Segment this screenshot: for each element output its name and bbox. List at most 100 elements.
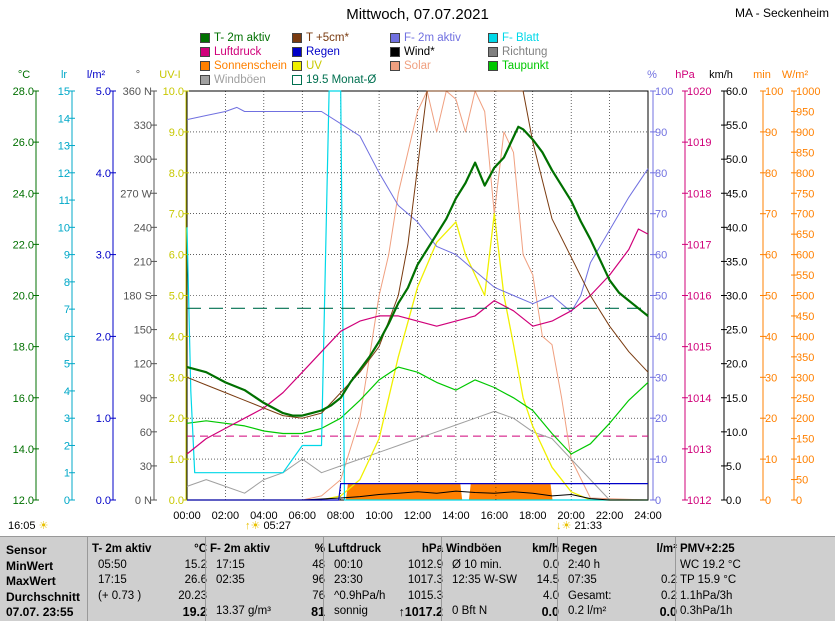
axis-unit-dir: ° <box>136 69 140 81</box>
tick-label-temp: 22.0 <box>13 239 34 251</box>
axis-unit-wm2: W/m² <box>782 69 809 81</box>
tick-label-wm2: 750 <box>796 188 814 200</box>
table-column-header: T- 2m aktiv °C <box>92 543 207 555</box>
tick-label-lr: 0 <box>64 495 70 507</box>
column-title: PMV+2:25 <box>680 543 735 555</box>
tick-label-kmh: 60.0 <box>726 86 747 98</box>
table-cell: 13.37 g/m³ 81 <box>210 605 325 620</box>
tick-label-lr: 9 <box>64 250 70 262</box>
tick-label-uv: 8.0 <box>169 168 184 180</box>
cell-note: 00:10 <box>334 558 363 571</box>
axis-unit-kmh: km/h <box>709 69 733 81</box>
legend-item: T- 2m aktiv <box>200 32 270 44</box>
tick-label-dir: 120 <box>134 359 152 371</box>
tick-label-temp: 24.0 <box>13 188 34 200</box>
sunset-label: ↓☀ 21:33 <box>556 520 602 532</box>
tick-label-hpa: 1018 <box>687 188 711 200</box>
column-title: Windböen <box>446 543 502 555</box>
tick-label-wm2: 100 <box>796 454 814 466</box>
tick-label-lr: 6 <box>64 331 70 343</box>
tick-label-temp: 20.0 <box>13 291 34 303</box>
tick-label-kmh: 10.0 <box>726 427 747 439</box>
tick-label-pct: 30 <box>655 372 667 384</box>
tick-label-dir: 60 <box>140 427 152 439</box>
tick-label-lr: 13 <box>58 141 70 153</box>
cell-value: 1012.9 <box>407 558 443 571</box>
legend-item: Sonnenschein <box>200 60 287 72</box>
cell-note: 07:35 <box>568 574 597 586</box>
legend-item: Taupunkt <box>488 60 549 72</box>
tick-label-hpa: 1012 <box>687 495 711 507</box>
current-time: 16:05 ☀ <box>8 520 49 532</box>
cell-value: 15.2 <box>184 558 207 571</box>
table-cell: WC 19.2 °C <box>680 559 790 574</box>
legend-label: Taupunkt <box>502 60 549 72</box>
cell-note: ^0.9hPa/h <box>334 589 386 602</box>
tick-label-uv: 3.0 <box>169 372 184 384</box>
table-cell: 23:30 1017.3 <box>328 574 443 589</box>
tick-label-min: 70 <box>765 209 777 221</box>
column-unit: l/m² <box>656 543 677 555</box>
series-windb-en <box>186 410 648 501</box>
tick-label-hpa: 1016 <box>687 291 711 303</box>
cell-note: 2:40 h <box>568 558 600 571</box>
cell-note: 1.1hPa/3h <box>680 589 733 602</box>
tick-label-wm2: 700 <box>796 209 814 221</box>
tick-label-min: 80 <box>765 168 777 180</box>
tick-label-lr: 3 <box>64 413 70 425</box>
tick-label-wm2: 250 <box>796 393 814 405</box>
x-tick-label: 18:00 <box>519 510 547 522</box>
tick-label-lr: 8 <box>64 277 70 289</box>
tick-label-min: 90 <box>765 127 777 139</box>
table-column-divider <box>557 537 558 621</box>
legend-label: Windböen <box>214 74 266 86</box>
tick-label-temp: 16.0 <box>13 393 34 405</box>
tick-label-min: 30 <box>765 372 777 384</box>
table-cell: ^0.9hPa/h 1015.3 <box>328 590 443 605</box>
axis-unit-lr: lr <box>61 69 67 81</box>
tick-label-uv: 0.0 <box>169 495 184 507</box>
table-cell: Gesamt: 0.2 <box>562 590 677 605</box>
axis-unit-hpa: hPa <box>675 69 695 81</box>
column-unit: °C <box>194 543 207 555</box>
axis-unit-temp: °C <box>18 69 30 81</box>
tick-label-wm2: 50 <box>796 475 808 487</box>
tick-label-min: 10 <box>765 454 777 466</box>
tick-label-uv: 10.0 <box>163 86 184 98</box>
tick-label-wm2: 400 <box>796 331 814 343</box>
legend-swatch <box>292 33 302 43</box>
legend-label: T +5cm* <box>306 32 349 44</box>
tick-label-hpa: 1017 <box>687 239 711 251</box>
column-title: Luftdruck <box>328 543 382 555</box>
tick-label-dir: 30 <box>140 461 152 473</box>
column-unit: hPa <box>421 543 443 555</box>
tick-label-lr: 12 <box>58 168 70 180</box>
tick-label-lr: 10 <box>58 222 70 234</box>
cell-value: 96 <box>312 574 325 586</box>
cell-value: 0.0 <box>543 558 559 571</box>
tick-label-min: 20 <box>765 413 777 425</box>
tick-label-lm2: 0.0 <box>96 495 111 507</box>
tick-label-wm2: 650 <box>796 229 814 241</box>
tick-label-uv: 1.0 <box>169 454 184 466</box>
table-cell: Ø 10 min. 0.0 <box>446 559 559 574</box>
table-cell: 12:35 W-SW 14.5 <box>446 574 559 589</box>
table-column-header: PMV+2:25 <box>680 543 790 555</box>
cell-note: (+ 0.73 ) <box>98 589 142 602</box>
legend-swatch <box>200 33 210 43</box>
table-cell: 05:50 15.2 <box>92 559 207 574</box>
tick-label-lr: 7 <box>64 304 70 316</box>
column-unit: km/h <box>532 543 559 555</box>
tick-label-kmh: 40.0 <box>726 222 747 234</box>
tick-label-temp: 18.0 <box>13 342 34 354</box>
tick-label-lr: 1 <box>64 468 70 480</box>
cell-value: 1017.3 <box>407 574 443 586</box>
cell-note: 0.2 l/m² <box>568 605 607 617</box>
tick-label-kmh: 45.0 <box>726 188 747 200</box>
tick-label-wm2: 350 <box>796 352 814 364</box>
tick-label-min: 60 <box>765 250 777 262</box>
tick-label-pct: 0 <box>655 495 661 507</box>
table-column-header: F- 2m aktiv% <box>210 543 325 555</box>
cell-value: 81 <box>311 605 325 619</box>
table-row-label: Durchschnitt <box>6 589 81 604</box>
